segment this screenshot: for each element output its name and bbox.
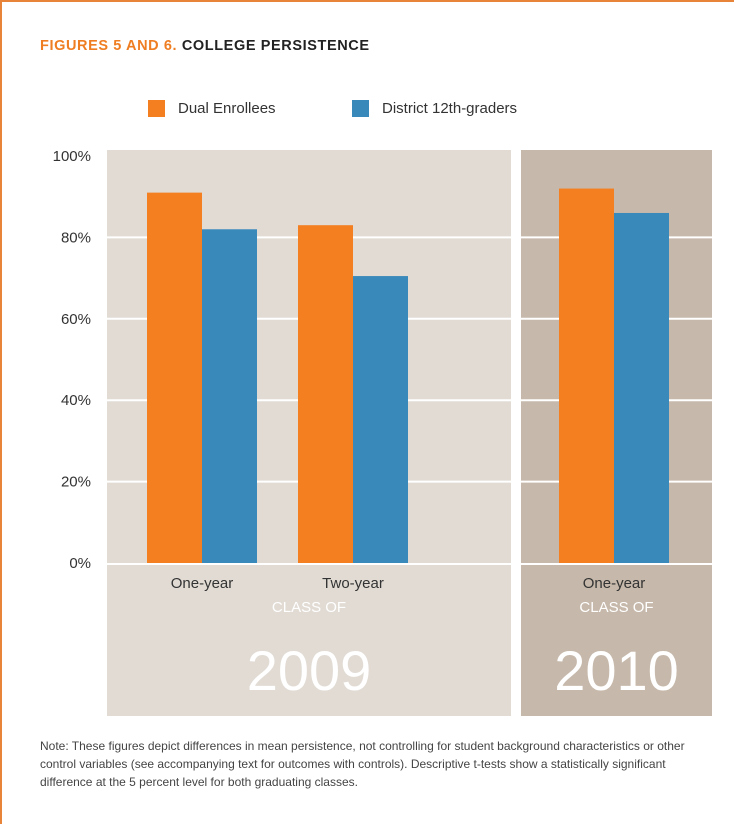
y-tick-label-60: 60% [61, 311, 91, 328]
panel-2009-bar-one-year-dual-enrollees [147, 192, 202, 563]
y-tick-label-40: 40% [61, 392, 91, 409]
panel-2010-bar-one-year-dual-enrollees [559, 188, 614, 563]
y-tick-label-0: 0% [69, 555, 91, 572]
panel-2010-class-label: CLASS OF [579, 599, 653, 616]
y-tick-label-20: 20% [61, 474, 91, 491]
panel-2010-year-label: 2010 [554, 639, 679, 702]
panel-2009-category-label-one-year: One-year [171, 575, 234, 592]
y-tick-label-100: 100% [53, 148, 91, 165]
legend-swatch-district-12th-graders [352, 100, 369, 117]
panel-2009-class-label: CLASS OF [272, 599, 346, 616]
legend-swatch-dual-enrollees [148, 100, 165, 117]
panel-2009-bar-two-year-dual-enrollees [298, 225, 353, 563]
figure-title-main: COLLEGE PERSISTENCE [181, 38, 370, 54]
legend-label-district-12th-graders: District 12th-graders [382, 100, 518, 117]
panel-2010-bar-one-year-district-12th-graders [614, 212, 669, 564]
legend-label-dual-enrollees: Dual Enrollees [178, 100, 276, 117]
figure-note: Note: These figures depict differences i… [40, 739, 685, 789]
panel-2009-bar-one-year-district-12th-graders [202, 229, 257, 563]
panel-2009-bar-two-year-district-12th-graders [353, 276, 408, 563]
panel-2010-category-label-one-year: One-year [583, 575, 646, 592]
y-tick-label-80: 80% [61, 229, 91, 246]
panel-2009-category-label-two-year: Two-year [322, 575, 384, 592]
figure-title-prefix: FIGURES 5 AND 6. [40, 38, 178, 54]
panel-2009-year-label: 2009 [247, 639, 372, 702]
figure-title: FIGURES 5 AND 6. COLLEGE PERSISTENCE [40, 38, 370, 54]
chart-legend: Dual Enrollees District 12th-graders [0, 96, 735, 120]
